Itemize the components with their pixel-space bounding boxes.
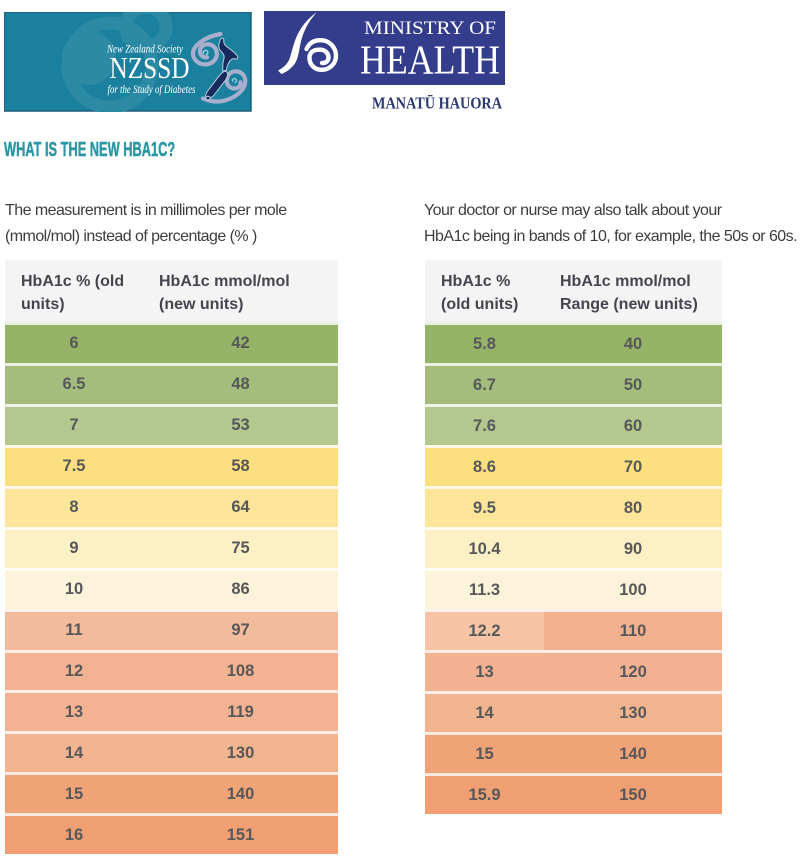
svg-text:NZSSD: NZSSD [110, 50, 190, 85]
svg-text:MANATŪ HAUORA: MANATŪ HAUORA [372, 94, 503, 112]
svg-text:for the Study of Diabetes: for the Study of Diabetes [108, 82, 196, 96]
svg-text:New Zealand Society: New Zealand Society [106, 42, 183, 56]
svg-text:MINISTRY OF: MINISTRY OF [364, 18, 496, 39]
svg-text:HEALTH: HEALTH [360, 37, 500, 83]
